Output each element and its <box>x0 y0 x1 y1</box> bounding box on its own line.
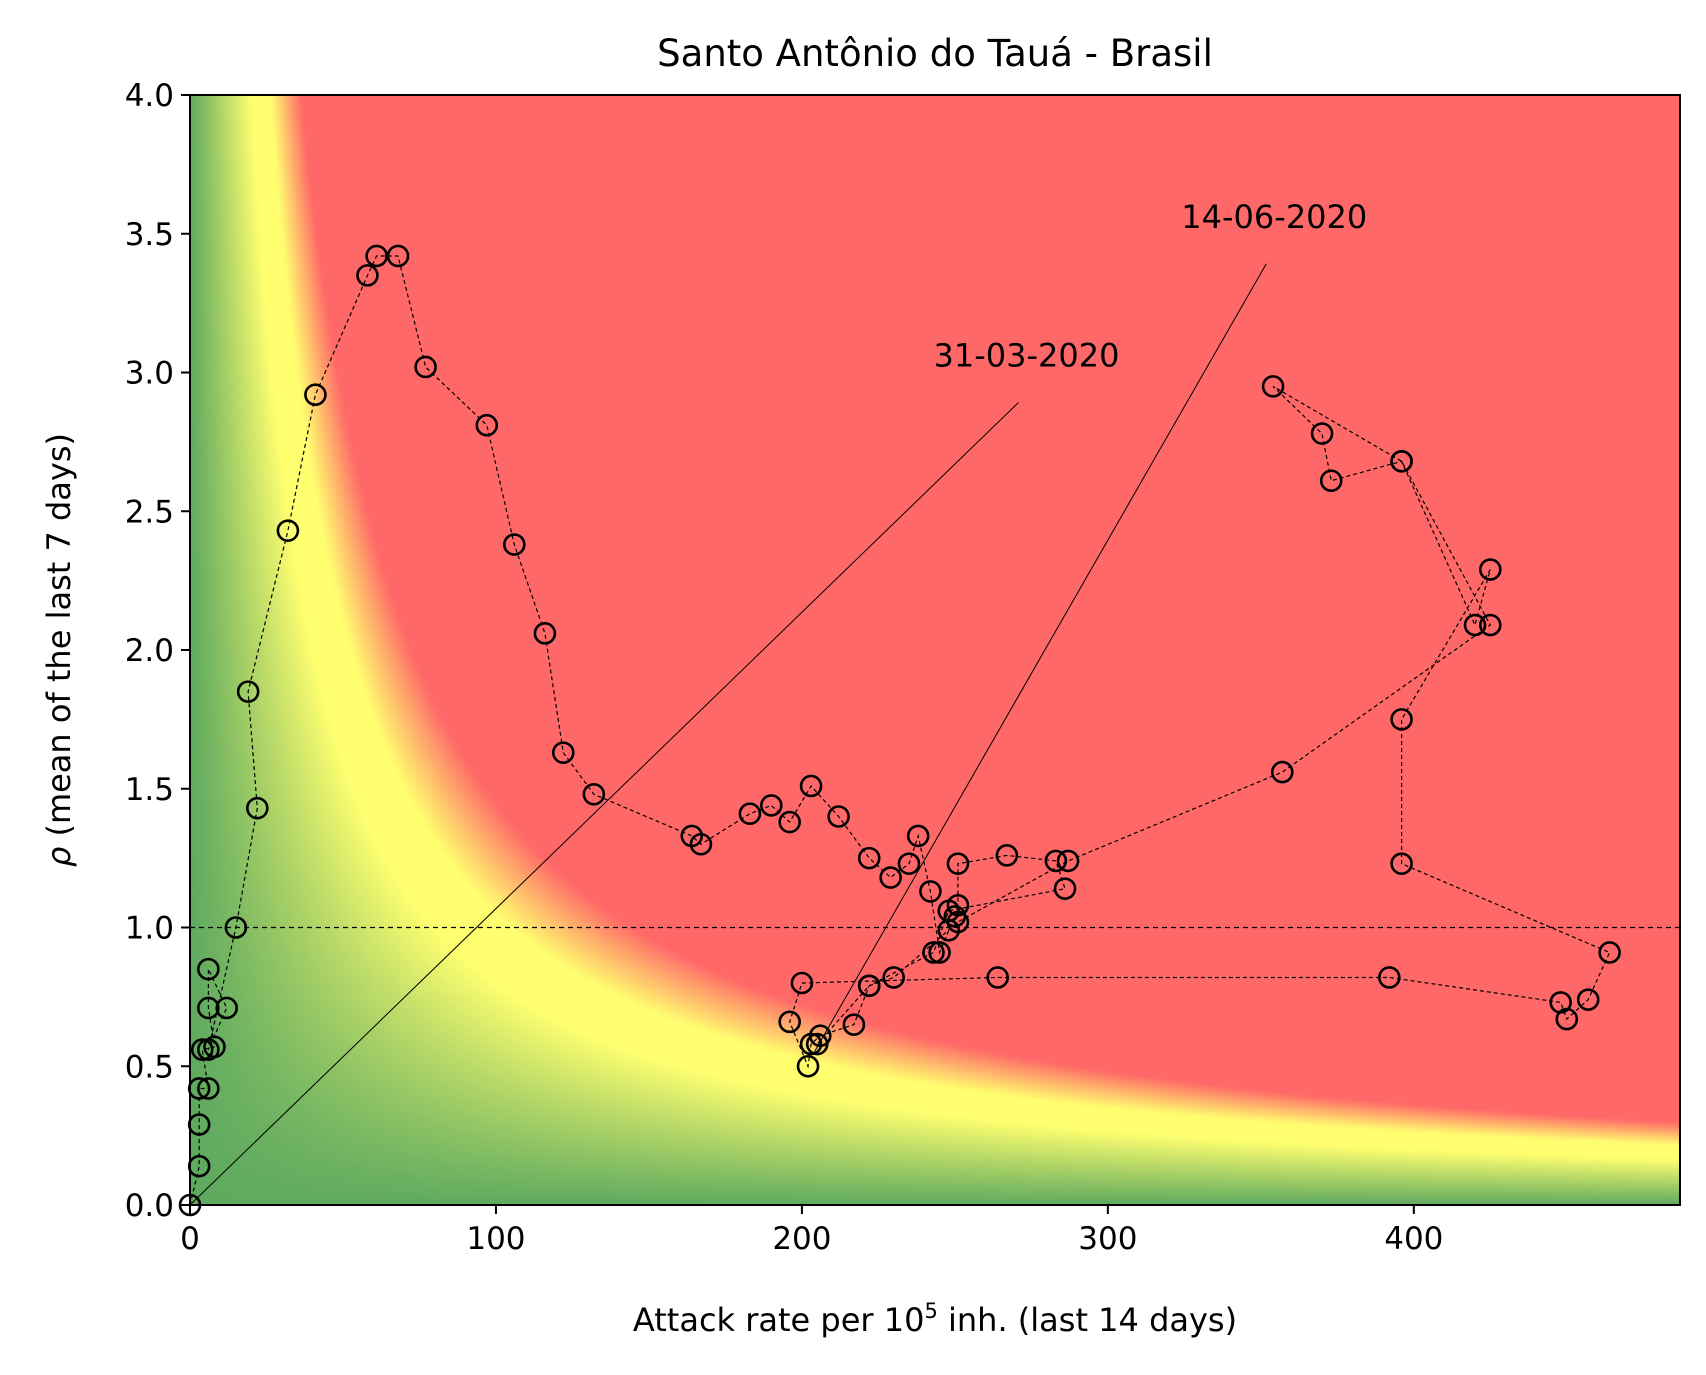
data-point <box>906 824 930 848</box>
data-point <box>197 996 220 1020</box>
axis-ticks: 0 100 200 300 400 0.0 0.5 1.0 1.5 2.0 2.5 3.0 3.5 4.0 <box>125 78 1444 1257</box>
data-point <box>197 1077 220 1100</box>
data-point <box>689 832 713 856</box>
data-point <box>946 852 970 875</box>
data-point <box>551 741 575 764</box>
data-point <box>197 957 220 981</box>
data-point <box>1390 852 1413 875</box>
data-point <box>246 796 269 820</box>
y-tick-label: 2.0 <box>125 633 174 669</box>
y-axis-label-text: (mean of the last 7 days) <box>40 433 78 847</box>
data-point <box>986 966 1010 989</box>
x-axis-label-suffix: inh. (last 14 days) <box>938 1301 1237 1339</box>
data-point <box>1378 966 1401 989</box>
y-tick-label: 4.0 <box>125 78 174 114</box>
annotation-label: 31-03-2020 <box>933 337 1119 375</box>
data-point <box>778 1010 801 1034</box>
data-point <box>922 941 945 964</box>
risk-gradient-image <box>190 95 1680 1205</box>
data-point <box>897 852 921 875</box>
data-point <box>928 941 951 964</box>
data-point <box>879 866 902 889</box>
data-point <box>1555 1007 1579 1031</box>
y-axis-label: ρ (mean of the last 7 days) <box>40 433 78 867</box>
data-point <box>386 244 410 268</box>
data-point <box>1319 469 1343 493</box>
data-point <box>919 880 942 903</box>
y-tick-label: 2.5 <box>125 494 174 530</box>
data-point <box>1056 849 1080 873</box>
annotation-arrows <box>190 263 1267 1205</box>
data-point <box>805 1032 829 1056</box>
x-axis-label-exponent: 5 <box>924 1299 937 1323</box>
data-point <box>799 774 823 798</box>
data-point <box>1270 760 1294 784</box>
data-point <box>1390 708 1413 731</box>
data-point <box>356 264 379 287</box>
annotation-label: 14-06-2020 <box>1181 198 1367 236</box>
chart-title: Santo Antônio do Tauá - Brasil <box>657 32 1213 75</box>
data-point <box>533 622 557 645</box>
annotation-labels: 31-03-2020 14-06-2020 <box>933 198 1367 375</box>
y-tick-label: 0.0 <box>125 1188 174 1224</box>
data-point <box>276 519 300 542</box>
x-tick-label: 0 <box>180 1221 200 1257</box>
data-point <box>946 910 970 934</box>
data-point <box>190 1038 214 1061</box>
x-tick-label: 400 <box>1384 1221 1443 1257</box>
data-point <box>1479 613 1502 637</box>
data-point <box>857 846 881 870</box>
data-point <box>1576 988 1600 1011</box>
data-point <box>365 244 388 268</box>
x-axis-label: Attack rate per 105 inh. (last 14 days) <box>633 1299 1237 1339</box>
data-point <box>475 413 499 437</box>
y-tick-label: 0.5 <box>125 1049 174 1085</box>
data-point <box>236 680 260 703</box>
data-point <box>842 1013 866 1036</box>
data-point <box>1390 449 1413 473</box>
x-tick-label: 300 <box>1078 1221 1137 1257</box>
risk-background <box>190 95 1680 1205</box>
annotation-line <box>813 263 1267 1053</box>
data-point <box>215 996 239 1020</box>
data-point <box>1044 849 1068 873</box>
data-point <box>224 916 248 939</box>
data-point <box>1053 877 1077 900</box>
data-point <box>857 974 881 998</box>
data-point <box>1310 422 1334 445</box>
data-point <box>799 1032 823 1056</box>
data-point <box>790 971 814 995</box>
data-point <box>1479 558 1502 581</box>
data-point <box>304 383 327 407</box>
data-point <box>995 844 1019 867</box>
y-tick-label: 1.5 <box>125 772 174 808</box>
data-point <box>1598 941 1621 964</box>
data-point <box>1261 375 1285 398</box>
data-point <box>827 805 850 828</box>
data-layer <box>178 244 1621 1217</box>
data-point <box>503 533 526 556</box>
x-tick-label: 100 <box>466 1221 525 1257</box>
x-axis-label-prefix: Attack rate per 10 <box>633 1301 925 1339</box>
y-axis-label-symbol: ρ <box>40 847 78 867</box>
x-tick-label: 200 <box>772 1221 831 1257</box>
data-point <box>582 782 606 806</box>
y-tick-label: 3.0 <box>125 356 174 392</box>
data-point <box>778 810 801 834</box>
y-tick-label: 3.5 <box>125 217 174 253</box>
data-point <box>1463 613 1487 637</box>
y-tick-label: 1.0 <box>125 911 174 947</box>
data-point <box>414 355 437 379</box>
data-point <box>197 1038 220 1061</box>
data-point <box>760 794 783 817</box>
data-point <box>882 966 905 989</box>
data-point <box>738 802 762 826</box>
annotation-line <box>190 402 1019 1205</box>
data-point <box>796 1054 820 1078</box>
